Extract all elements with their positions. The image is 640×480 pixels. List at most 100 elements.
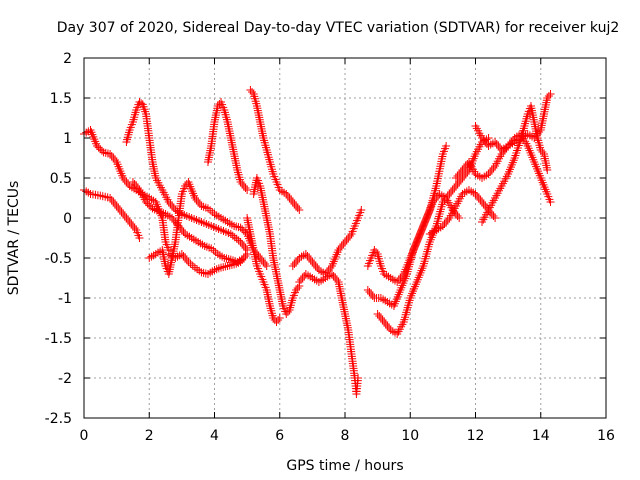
data-point [257, 256, 266, 264]
data-point [179, 228, 188, 236]
data-point [248, 88, 257, 96]
data-point [107, 152, 116, 160]
data-point [408, 289, 417, 298]
data-point [117, 169, 126, 178]
series-arc-9 [249, 174, 304, 318]
data-point [398, 281, 407, 290]
data-point [537, 176, 546, 185]
data-point [329, 257, 338, 266]
data-point [337, 242, 346, 250]
data-point [239, 254, 248, 262]
data-point [453, 180, 462, 188]
data-point [447, 188, 456, 196]
data-point [363, 286, 372, 294]
data-point [298, 274, 307, 282]
data-point [226, 230, 235, 238]
data-point [119, 174, 128, 182]
data-point [546, 198, 555, 206]
y-tick-label: 2 [63, 51, 72, 67]
data-point [453, 212, 462, 220]
data-point [189, 189, 198, 198]
data-point [491, 138, 500, 146]
data-point [327, 270, 336, 278]
data-point [107, 196, 116, 204]
data-point [394, 276, 403, 284]
data-point [311, 262, 320, 270]
data-point [533, 164, 542, 173]
y-tick-label: 1.5 [50, 91, 72, 107]
data-point [524, 144, 533, 153]
x-tick-labels: 0 2 4 6 8 10 12 14 16 [80, 428, 615, 444]
series-arc-18 [451, 90, 555, 182]
data-point [471, 190, 480, 198]
data-point [412, 278, 421, 286]
data-point [458, 166, 467, 174]
data-point [416, 268, 425, 277]
x-tick-label: 0 [80, 428, 89, 444]
data-point [219, 263, 228, 272]
data-point [116, 167, 125, 176]
data-point [393, 278, 402, 286]
data-point [112, 202, 121, 210]
data-point [531, 160, 540, 169]
data-point [110, 200, 119, 208]
data-point [497, 150, 506, 158]
data-point [442, 218, 451, 226]
data-point [332, 250, 341, 259]
data-point [381, 320, 390, 328]
data-point [539, 180, 548, 189]
axis-ticks [83, 57, 607, 419]
data-point [212, 265, 221, 274]
data-point [456, 176, 465, 184]
data-point [190, 194, 199, 202]
data-point [448, 206, 457, 214]
data-point [125, 218, 134, 226]
series-arc-12 [295, 270, 363, 398]
data-point [330, 255, 339, 264]
data-point [239, 242, 248, 250]
data-point [114, 162, 123, 171]
data-point [262, 262, 271, 270]
data-points [80, 86, 555, 398]
data-point [525, 146, 534, 155]
y-tick-labels: 2 1.5 1 0.5 0 -0.5 -1 -1.5 -2 -2.5 [45, 51, 72, 427]
data-point [373, 310, 382, 318]
data-point [508, 158, 517, 167]
data-point [410, 282, 419, 291]
series-arc-11 [288, 206, 366, 278]
data-point [445, 190, 454, 198]
data-point [97, 146, 106, 155]
data-point [397, 283, 406, 292]
y-tick-label: -1 [58, 291, 72, 307]
data-point [295, 278, 304, 286]
data-point [357, 206, 366, 214]
data-point [301, 250, 310, 258]
data-point [313, 264, 322, 272]
data-point [293, 256, 302, 264]
data-point [491, 214, 500, 222]
data-point [326, 264, 335, 272]
data-point [339, 240, 348, 248]
y-tick-label: -1.5 [45, 331, 72, 347]
x-tick-label: 8 [341, 428, 350, 444]
data-point [432, 194, 441, 202]
series-arc-2 [80, 186, 144, 242]
data-point [241, 252, 250, 260]
data-point [484, 170, 493, 178]
data-point [368, 292, 377, 300]
data-point [543, 166, 552, 174]
data-point [115, 206, 124, 214]
data-point [179, 252, 188, 260]
data-point [182, 256, 191, 264]
y-tick-label: -0.5 [45, 251, 72, 267]
x-tick-label: 12 [467, 428, 485, 444]
data-point [89, 132, 98, 141]
data-point [94, 143, 103, 152]
data-point [486, 208, 495, 216]
data-point [259, 258, 268, 266]
data-point [306, 256, 315, 264]
series-arc-19 [425, 186, 500, 238]
data-point [128, 178, 137, 186]
data-point [478, 134, 487, 142]
